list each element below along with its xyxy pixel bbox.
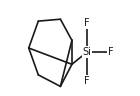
Text: F: F: [108, 47, 113, 57]
Text: F: F: [84, 76, 90, 86]
Text: Si: Si: [83, 47, 92, 57]
Text: F: F: [84, 18, 90, 28]
